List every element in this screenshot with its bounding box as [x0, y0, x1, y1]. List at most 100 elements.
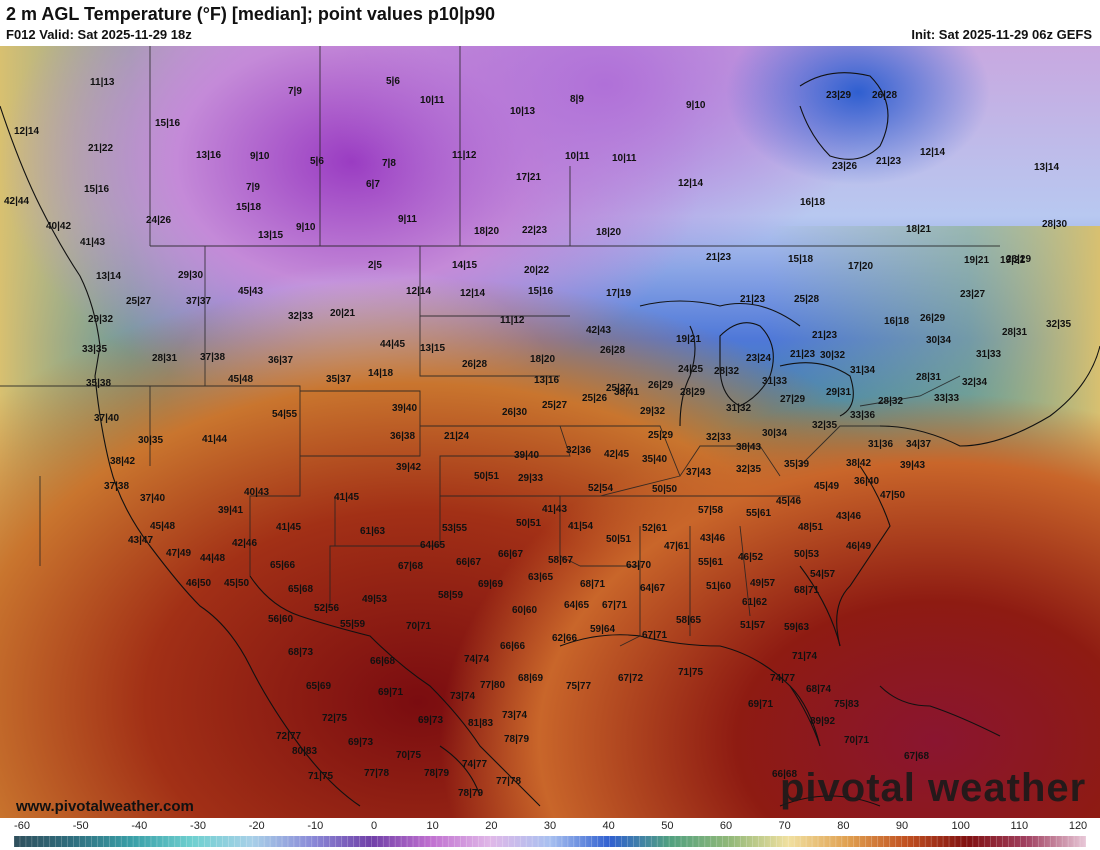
point-value-label: 31|32: [726, 403, 752, 414]
point-value-label: 64|65: [564, 600, 590, 611]
point-value-label: 70|75: [396, 750, 422, 761]
colorbar-tick-label: 10: [426, 820, 439, 832]
point-value-label: 52|61: [642, 523, 668, 534]
point-value-label: 56|60: [268, 614, 294, 625]
point-value-label: 50|51: [474, 471, 500, 482]
point-value-label: 59|64: [590, 624, 616, 635]
point-value-label: 30|35: [138, 435, 164, 446]
point-value-label: 69|71: [748, 699, 774, 710]
point-value-label: 39|42: [396, 462, 422, 473]
point-value-label: 19|21: [1000, 255, 1026, 266]
point-value-label: 44|48: [200, 553, 226, 564]
point-value-label: 26|29: [648, 380, 674, 391]
colorbar-tick-label: 70: [778, 820, 791, 832]
point-value-label: 10|11: [565, 151, 590, 162]
point-value-label: 9|11: [398, 214, 417, 225]
point-value-label: 29|33: [518, 473, 544, 484]
point-value-label: 41|45: [276, 522, 302, 533]
point-value-label: 89|92: [810, 716, 836, 727]
point-value-label: 5|6: [310, 156, 324, 167]
point-value-label: 32|36: [566, 445, 592, 456]
point-value-label: 38|42: [846, 458, 872, 469]
point-value-label: 38|42: [110, 456, 136, 467]
point-value-label: 7|9: [246, 182, 260, 193]
point-value-label: 42|46: [232, 538, 258, 549]
point-value-label: 28|30: [1042, 219, 1068, 230]
point-value-label: 44|45: [380, 339, 406, 350]
point-value-label: 43|47: [128, 535, 154, 546]
point-value-label: 17|19: [606, 288, 632, 299]
colorbar-tick-label: 90: [895, 820, 909, 832]
point-value-label: 34|37: [906, 439, 932, 450]
point-value-label: 42|45: [604, 449, 630, 460]
point-value-label: 31|34: [850, 365, 876, 376]
point-value-label: 45|46: [776, 496, 802, 507]
point-value-label: 74|77: [770, 673, 796, 684]
point-value-label: 45|48: [150, 521, 176, 532]
point-value-label: 57|58: [698, 505, 724, 516]
point-value-label: 15|16: [528, 286, 554, 297]
point-value-label: 47|61: [664, 541, 690, 552]
point-value-label: 69|73: [418, 715, 444, 726]
point-value-label: 73|74: [502, 710, 528, 721]
point-value-label: 53|55: [442, 523, 468, 534]
point-value-label: 36|40: [854, 476, 880, 487]
point-value-label: 21|23: [876, 156, 902, 167]
point-value-label: 72|77: [276, 731, 302, 742]
point-value-label: 28|31: [1002, 327, 1028, 338]
point-value-label: 46|49: [846, 541, 872, 552]
point-value-label: 45|48: [228, 374, 254, 385]
point-value-label: 41|43: [80, 237, 106, 248]
point-value-label: 39|43: [900, 460, 926, 471]
point-value-label: 15|18: [788, 254, 814, 265]
point-value-label: 65|68: [288, 584, 314, 595]
point-value-label: 21|24: [444, 431, 470, 442]
colorbar-tick-label: 100: [951, 820, 970, 832]
colorbar-tick-label: 80: [837, 820, 850, 832]
point-value-label: 58|65: [676, 615, 702, 626]
colorbar-tick-label: -40: [131, 820, 148, 832]
point-value-label: 13|15: [258, 230, 284, 241]
point-value-label: 33|35: [82, 344, 108, 355]
point-value-label: 21|23: [790, 349, 816, 360]
point-value-label: 77|78: [364, 768, 390, 779]
point-value-label: 67|71: [642, 630, 668, 641]
point-value-label: 67|68: [398, 561, 424, 572]
point-value-label: 51|57: [740, 620, 766, 631]
point-value-label: 16|18: [884, 316, 910, 327]
point-value-label: 19|21: [964, 255, 990, 266]
point-value-label: 17|21: [516, 172, 542, 183]
point-value-label: 38|41: [614, 387, 640, 398]
point-value-label: 67|68: [904, 751, 930, 762]
point-value-label: 41|43: [542, 504, 568, 515]
colorbar-strip: [14, 836, 1086, 847]
point-value-label: 33|33: [934, 393, 960, 404]
point-value-label: 29|32: [640, 406, 666, 417]
point-value-label: 55|61: [698, 557, 724, 568]
point-value-label: 69|69: [478, 579, 504, 590]
point-value-label: 77|80: [480, 680, 506, 691]
colorbar-tick-label: 110: [1010, 820, 1029, 832]
point-value-label: 32|35: [812, 420, 838, 431]
point-value-label: 27|29: [780, 394, 806, 405]
point-value-label: 37|40: [94, 413, 120, 424]
point-value-label: 29|31: [826, 387, 852, 398]
map-header: 2 m AGL Temperature (°F) [median]; point…: [0, 0, 1100, 46]
point-value-label: 39|40: [392, 403, 418, 414]
point-value-label: 20|21: [330, 308, 356, 319]
point-value-label: 37|43: [686, 467, 712, 478]
point-value-label: 18|20: [474, 226, 500, 237]
point-value-label: 32|35: [736, 464, 762, 475]
point-value-label: 78|79: [458, 788, 484, 799]
point-value-label: 19|21: [676, 334, 702, 345]
colorbar-tick-label: -50: [72, 820, 89, 832]
point-value-label: 60|60: [512, 605, 538, 616]
point-value-label: 69|71: [378, 687, 404, 698]
colorbar-tick-label: -20: [248, 820, 265, 832]
point-value-label: 21|23: [812, 330, 838, 341]
point-value-label: 43|46: [836, 511, 862, 522]
point-value-label: 71|75: [308, 771, 334, 782]
point-value-label: 37|38: [200, 352, 226, 363]
point-value-label: 25|27: [606, 383, 632, 394]
point-value-label: 23|29: [826, 90, 852, 101]
